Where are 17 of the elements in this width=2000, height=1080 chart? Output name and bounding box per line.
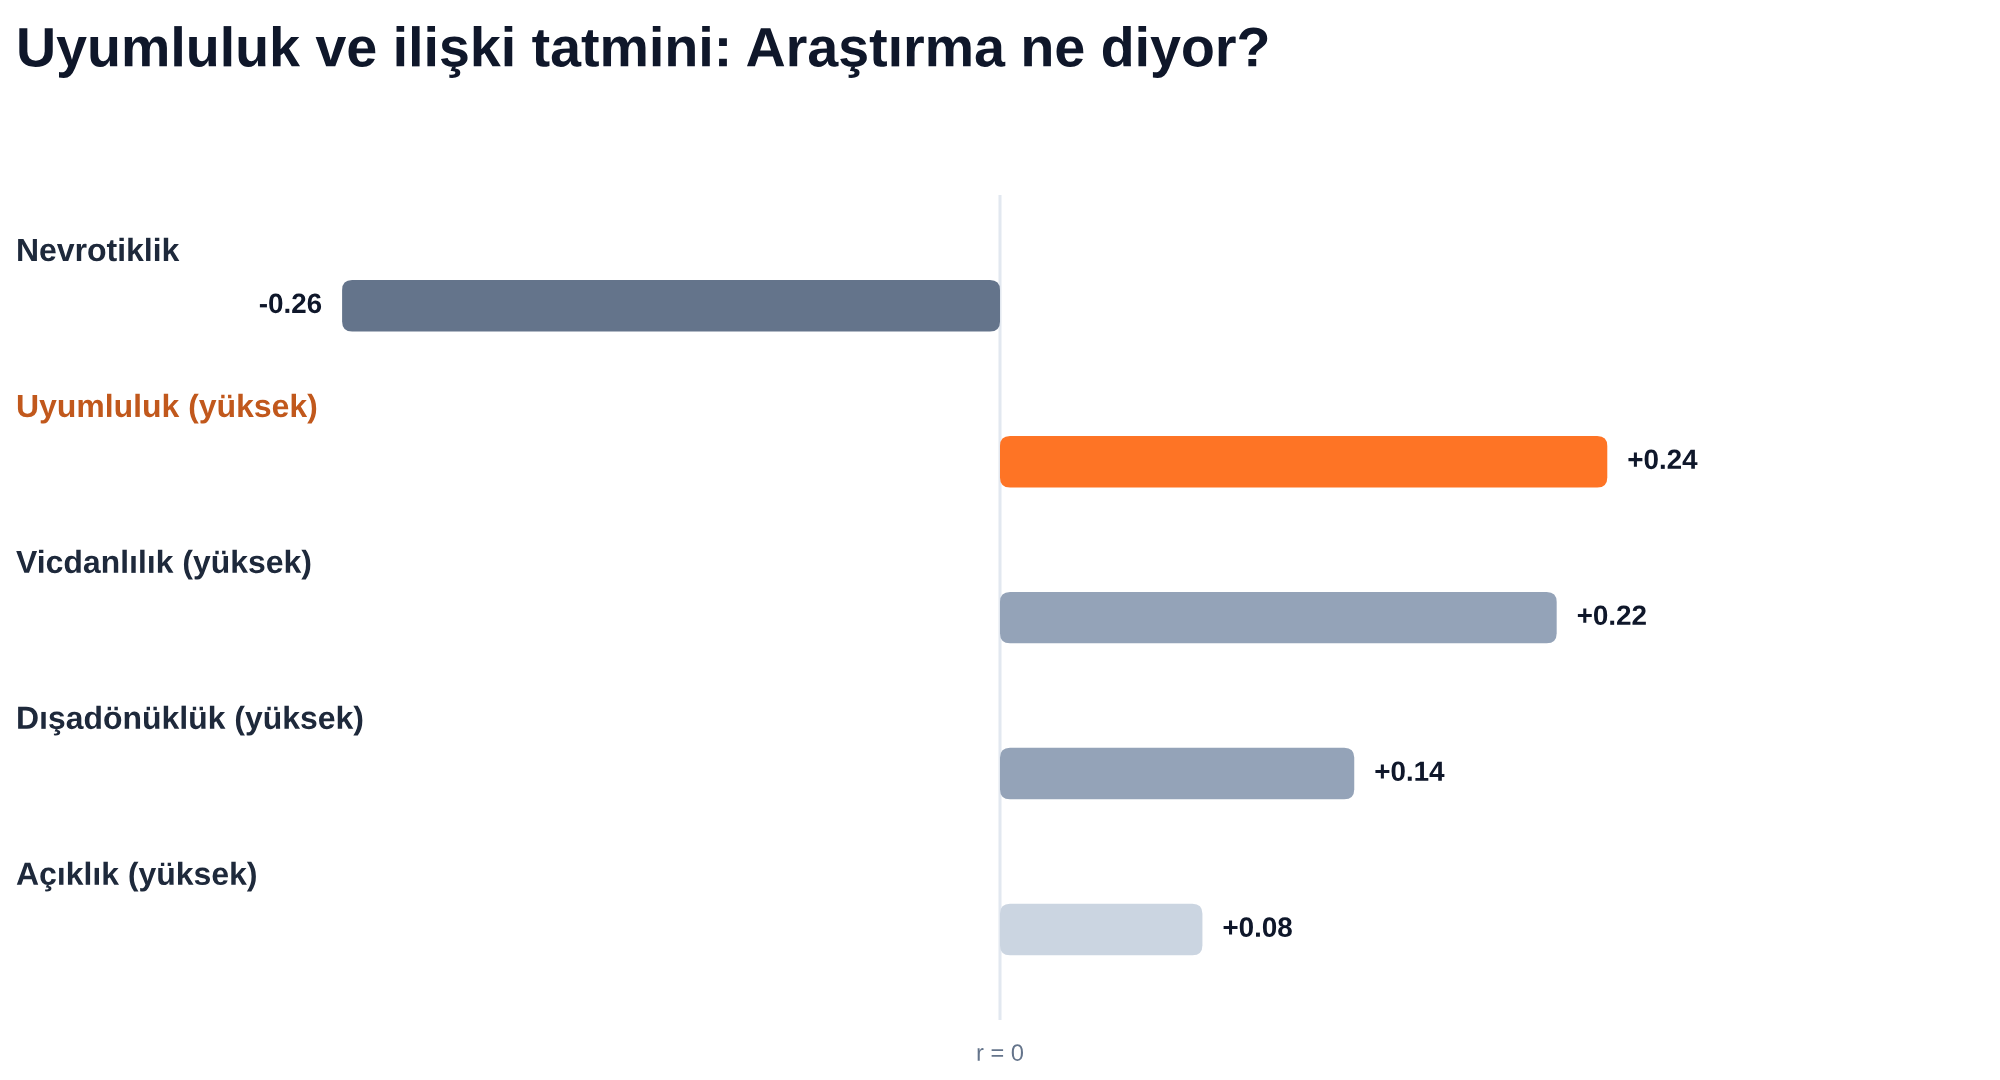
data-label: -0.26: [259, 293, 322, 314]
y-tick-label: Dışadönüklük (yüksek): [18, 705, 363, 736]
data-label: +0.08: [1223, 917, 1292, 937]
bar: [1000, 435, 1608, 488]
bar: [1000, 747, 1355, 800]
bar: [1000, 591, 1557, 644]
bar: [342, 280, 1000, 332]
data-label: +0.14: [1375, 761, 1445, 782]
bar: [1000, 903, 1203, 956]
data-label: +0.24: [1628, 449, 1698, 470]
y-tick-label: Vicdanlılık (yüksek): [16, 549, 311, 580]
chart-title: Uyumluluk ve ilişki tatmini: Araştırma ne diyor?: [19, 26, 1268, 78]
y-tick-label: Açıklık (yüksek): [16, 861, 256, 892]
data-label: +0.22: [1577, 605, 1646, 626]
y-tick-label: Nevrotiklik: [18, 237, 180, 262]
ref-line-label: r = 0: [977, 1044, 1024, 1061]
y-tick-label: Uyumluluk (yüksek): [17, 393, 317, 424]
